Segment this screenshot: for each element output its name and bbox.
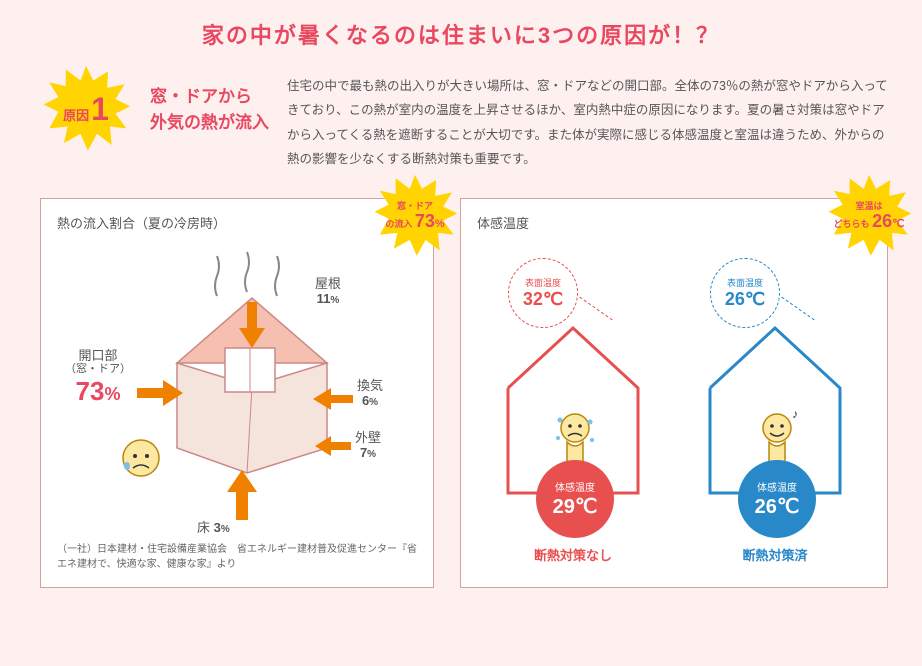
cool-surface-val: 26℃ <box>725 289 765 310</box>
cause-row: 原因 1 窓・ドアから 外気の熱が流入 住宅の中で最も熱の出入りが大きい場所は、… <box>0 60 922 180</box>
connector-line <box>781 296 814 320</box>
opening-unit: % <box>104 384 120 404</box>
roof-label: 屋根 11% <box>315 276 341 308</box>
feel-label: 体感温度 <box>757 479 797 494</box>
roof-text: 屋根 <box>315 276 341 291</box>
hot-caption: 断熱対策なし <box>478 545 668 564</box>
arrow-up-icon <box>227 470 257 520</box>
floor-val: 3 <box>214 520 221 535</box>
roof-unit: % <box>330 295 339 306</box>
burst-line1: 窓・ドア <box>397 201 433 211</box>
feel-label: 体感温度 <box>555 479 595 494</box>
body-text: 住宅の中で最も熱の出入りが大きい場所は、窓・ドアなどの開口部。全体の73％の熱が… <box>287 74 892 172</box>
svg-text:♪: ♪ <box>792 410 798 421</box>
hot-surface-val: 32℃ <box>523 289 563 310</box>
burst-line1: 室温は <box>855 201 882 211</box>
cause-heading: 窓・ドアから 外気の熱が流入 <box>150 74 269 172</box>
heat-inflow-panel: 窓・ドア の流入 73% 熱の流入割合（夏の冷房時） <box>40 198 434 588</box>
hot-feel-val: 29℃ <box>553 494 598 519</box>
surface-label: 表面温度 <box>525 276 561 289</box>
cool-column: 表面温度 26℃ ♪ 体感温度 26℃ 断熱対策済 <box>680 238 870 568</box>
burst-value: 73 <box>415 211 435 231</box>
hot-feel-badge: 体感温度 29℃ <box>536 460 614 538</box>
panels: 窓・ドア の流入 73% 熱の流入割合（夏の冷房時） <box>0 180 922 588</box>
cool-caption: 断熱対策済 <box>680 545 870 564</box>
floor-text: 床 <box>197 520 210 535</box>
arrow-left-icon <box>313 388 353 410</box>
floor-unit: % <box>221 524 230 535</box>
opening-label: 開口部 （窓・ドア） 73% <box>53 348 143 408</box>
vent-text: 換気 <box>357 378 383 393</box>
burst-unit: ℃ <box>892 218 904 230</box>
feel-temp-panel: 室温は どちらも 26℃ 体感温度 表面温度 32℃ <box>460 198 888 588</box>
opening-l1: 開口部 <box>53 348 143 364</box>
opening-l2: （窓・ドア） <box>53 363 143 376</box>
right-panel-title: 体感温度 <box>477 213 871 232</box>
roof-val: 11 <box>317 291 331 306</box>
connector-line <box>579 296 612 320</box>
house-diagram: 開口部 （窓・ドア） 73% 屋根 11% 換気 6% 外壁 7% 床 3% <box>57 238 417 538</box>
arrow-left-icon <box>315 436 351 456</box>
cause-heading-l1: 窓・ドアから <box>150 84 269 110</box>
person-hot-icon <box>119 436 163 490</box>
cause-heading-l2: 外気の熱が流入 <box>150 110 269 136</box>
hot-column: 表面温度 32℃ 体感温度 29℃ <box>478 238 668 568</box>
vent-unit: % <box>369 397 378 408</box>
cause-badge: 原因 1 <box>40 74 132 144</box>
left-panel-title: 熱の流入割合（夏の冷房時） <box>57 213 417 232</box>
cool-feel-badge: 体感温度 26℃ <box>738 460 816 538</box>
arrow-right-icon <box>137 380 183 406</box>
wall-label: 外壁 7% <box>355 430 381 462</box>
opening-val: 73 <box>76 376 105 406</box>
wall-unit: % <box>367 449 376 460</box>
right-corner-burst: 室温は どちらも 26℃ <box>825 173 913 261</box>
burst-line2: の流入 <box>385 219 412 229</box>
burst-line2: どちらも <box>834 219 870 229</box>
burst-unit: % <box>435 218 445 230</box>
cause-number: 1 <box>91 91 109 128</box>
surface-label: 表面温度 <box>727 276 763 289</box>
cool-feel-val: 26℃ <box>755 494 800 519</box>
burst-value: 26 <box>872 211 892 231</box>
source-note: （一社）日本建材・住宅設備産業協会 省エネルギー建材普及促進センター『省エネ建材… <box>57 542 417 572</box>
floor-label: 床 3% <box>197 520 230 536</box>
comparison: 表面温度 32℃ 体感温度 29℃ <box>477 238 871 568</box>
vent-label: 換気 6% <box>357 378 383 410</box>
page-title: 家の中が暑くなるのは住まいに3つの原因が！？ <box>0 0 922 60</box>
left-corner-burst: 窓・ドア の流入 73% <box>371 173 459 261</box>
cause-prefix: 原因 <box>63 105 89 124</box>
arrow-down-icon <box>239 302 265 348</box>
wall-text: 外壁 <box>355 430 381 445</box>
